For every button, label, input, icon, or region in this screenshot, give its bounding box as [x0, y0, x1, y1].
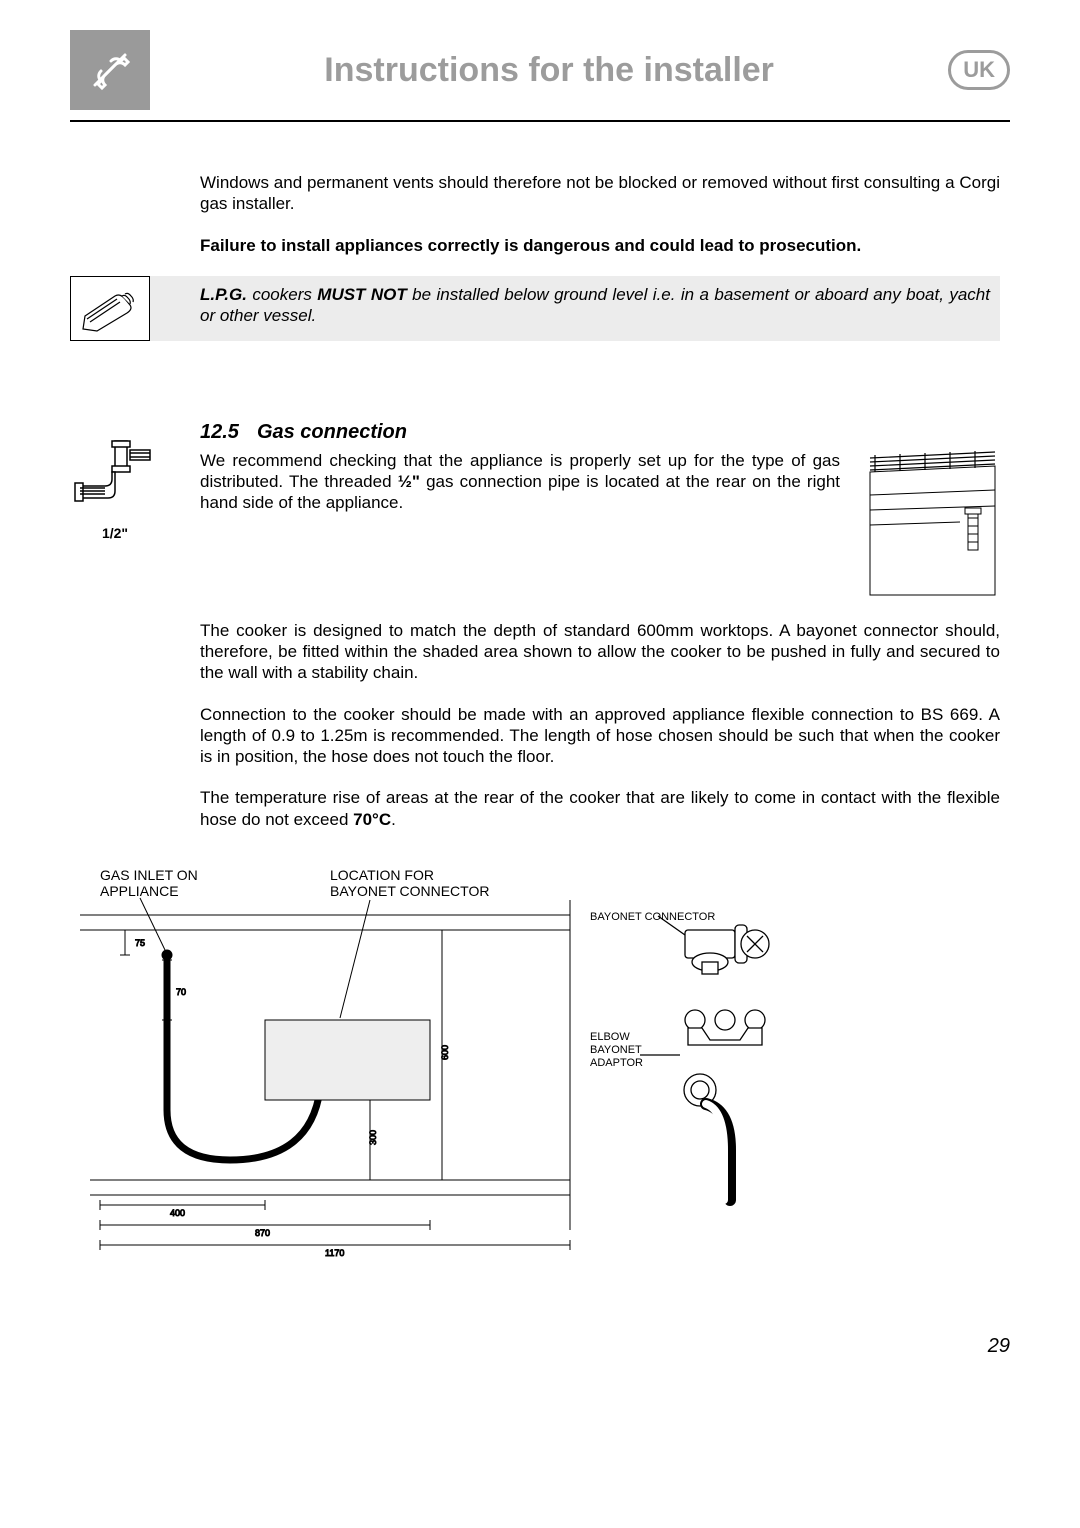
svg-text:70: 70: [176, 987, 186, 997]
label-bayonet-connector: BAYONET CONNECTOR: [590, 911, 715, 923]
page-number: 29: [70, 1335, 1010, 1358]
svg-text:300: 300: [368, 1130, 378, 1145]
svg-text:870: 870: [255, 1228, 270, 1238]
label-location: LOCATION FOR BAYONET CONNECTOR: [330, 867, 489, 899]
wrench-icon: [70, 30, 150, 110]
label-elbow-adaptor: ELBOW BAYONET ADAPTOR: [590, 1031, 645, 1069]
installation-diagram: GAS INLET ON APPLIANCE LOCATION FOR BAYO…: [70, 860, 1000, 1265]
warning-text: L.P.G. cookers MUST NOT be installed bel…: [150, 276, 990, 341]
elbow-adaptor-icon: [640, 1010, 765, 1200]
warning-note: L.P.G. cookers MUST NOT be installed bel…: [70, 276, 1000, 341]
svg-text:400: 400: [170, 1208, 185, 1218]
svg-text:1170: 1170: [325, 1248, 344, 1258]
header-row: Instructions for the installer UK: [70, 30, 1010, 110]
pipe-size-label: 1/2": [70, 525, 160, 541]
pipe-fitting-icon: 1/2": [70, 436, 160, 541]
section-paragraph-1: We recommend checking that the appliance…: [200, 450, 840, 514]
note-icon: [70, 276, 150, 341]
svg-text:600: 600: [440, 1045, 450, 1060]
label-gas-inlet: GAS INLET ON APPLIANCE: [100, 867, 202, 899]
intro-paragraph-2: Failure to install appliances correctly …: [200, 235, 1000, 256]
header-divider: [70, 120, 1010, 122]
page-title: Instructions for the installer: [150, 51, 948, 90]
svg-text:75: 75: [135, 938, 145, 948]
section-paragraph-4: The temperature rise of areas at the rea…: [200, 787, 1000, 830]
appliance-rear-illustration: [860, 450, 1000, 600]
section-paragraph-2: The cooker is designed to match the dept…: [200, 620, 1000, 684]
bayonet-connector-icon: [658, 916, 769, 974]
intro-paragraph-1: Windows and permanent vents should there…: [200, 172, 1000, 215]
section-paragraph-3: Connection to the cooker should be made …: [200, 704, 1000, 768]
uk-badge: UK: [948, 50, 1010, 90]
section-heading: 12.5Gas connection: [200, 421, 1000, 444]
